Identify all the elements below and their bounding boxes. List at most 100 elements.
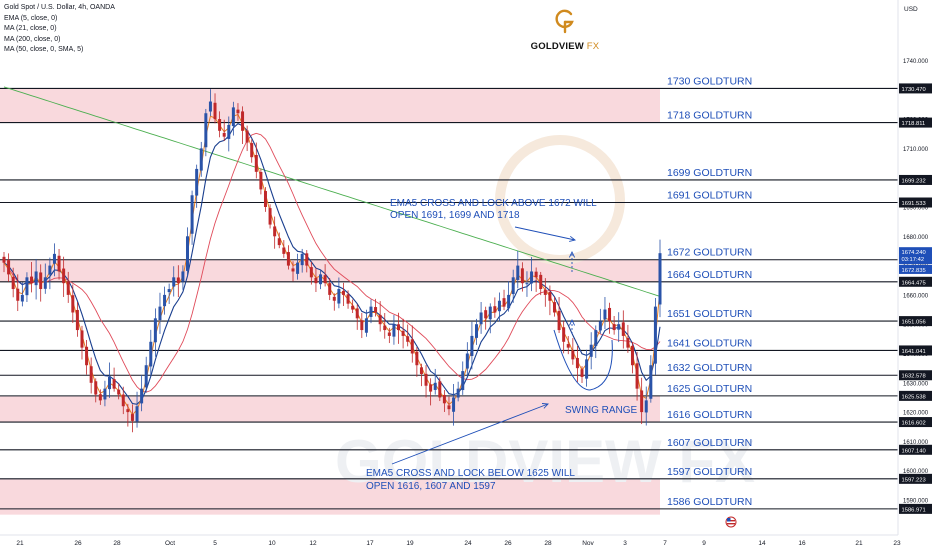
candle-body [539,274,543,290]
level-price-tag [899,473,932,484]
candle-body [497,300,501,312]
candle-body [121,394,125,407]
candle-body [254,155,258,172]
goldturn-level-label: 1597 GOLDTURN [667,466,752,478]
goldturn-level-label: 1718 GOLDTURN [667,110,752,122]
candle-body [296,262,300,274]
level-price-tag [899,276,932,287]
flag-icon[interactable] [725,516,737,528]
y-tick-label: 1610.000 [903,440,929,446]
candle-body [438,381,442,398]
candle-body [429,384,433,392]
candle-body [222,132,226,137]
candle-body [149,341,153,367]
candle-body [130,414,134,421]
x-tick-label: 19 [406,540,414,547]
time-axis[interactable]: 21 26 28 Oct 5 10 12 17 19 24 26 28 Nov … [0,534,901,550]
logo-suffix: FX [583,41,600,52]
candle-body [475,324,479,338]
candle-body [571,350,575,360]
candle-body [598,321,602,331]
legend-ma50[interactable]: MA (50, close, 0, SMA, 5) [4,46,84,53]
annotation-layer: EMA5 CROSS AND LOCK ABOVE 1672 WILL OPEN… [366,198,638,492]
candle-body [34,271,38,286]
candle-body [635,363,639,389]
level-price-tag-text: 1651.056 [902,320,926,326]
ema-price-text: 1672.835 [902,268,926,274]
price-axis[interactable]: USD 1740.0001730.0001720.0001710.0001700… [897,0,932,550]
candle-body [208,101,212,112]
x-tick-label: 21 [855,540,863,547]
y-tick-label: 1590.000 [903,499,929,505]
chart-legend[interactable]: Gold Spot / U.S. Dollar, 4h, OANDA EMA (… [4,3,115,56]
y-tick-label: 1620.000 [903,411,929,417]
candle-body [126,409,130,413]
candles-layer [2,89,662,433]
candle-body [594,330,598,347]
legend-ema5[interactable]: EMA (5, close, 0) [4,14,58,22]
price-axis-bg [898,0,932,550]
candle-body [465,353,469,369]
candle-body [167,289,171,293]
candle-body [387,332,391,336]
level-price-tag [899,316,932,327]
x-tick-label: 3 [623,540,627,547]
candle-body [39,272,43,290]
level-labels-layer: 1730 GOLDTURN 1718 GOLDTURN 1699 GOLDTURN 1… [667,75,752,507]
x-tick-label: 7 [663,540,667,547]
candle-body [608,307,612,322]
candle-body [516,265,520,280]
candle-body [433,382,437,390]
candle-body [534,271,538,278]
candle-body [424,373,428,386]
candle-body [502,298,506,307]
x-tick-label: 21 [16,540,24,547]
goldturn-level-label: 1651 GOLDTURN [667,308,752,320]
swing-up-arrow-head [568,250,576,258]
annotation-swing-range: SWING RANGE [565,405,638,416]
countdown-text: 03:17:42 [902,257,925,263]
supply-demand-zone [0,395,660,423]
candle-body [241,111,245,131]
level-price-tag-text: 1597.223 [902,477,926,483]
x-tick-label: 16 [798,540,806,547]
legend-ma200[interactable]: MA (200, close, 0) [4,35,61,43]
goldturn-level-label: 1699 GOLDTURN [667,167,752,179]
x-tick-label: Oct [165,540,175,547]
candle-body [98,394,102,401]
candle-body [268,208,272,225]
swing-up-arrow-head [568,318,576,326]
candle-body [273,226,277,237]
annotation-down-line1: EMA5 CROSS AND LOCK BELOW 1625 WILL [366,468,575,479]
goldturn-level-label: 1672 GOLDTURN [667,247,752,259]
candle-body [653,306,657,364]
candle-body [144,365,148,388]
candle-body [195,168,199,196]
legend-ma21[interactable]: MA (21, close, 0) [4,25,57,32]
watermark-layer: GOLDVIEW FX [335,135,755,495]
candle-body [566,344,570,348]
time-axis-bg [0,535,898,550]
candle-body [360,320,364,331]
y-tick-label: 1710.000 [903,147,929,153]
last-price-tag [899,247,932,265]
candle-body [199,148,203,171]
candle-body [231,107,235,127]
legend-symbol[interactable]: Gold Spot / U.S. Dollar, 4h, OANDA [4,4,115,11]
candle-body [30,276,34,284]
candle-body [16,288,20,301]
x-tick-label: 24 [464,540,472,547]
candle-body [351,305,355,310]
level-price-tag [899,197,932,208]
candle-body [204,113,208,148]
annotation-up-arrow-head [569,235,577,242]
level-price-tag [899,417,932,428]
x-tick-label: 9 [702,540,706,547]
goldturn-level-label: 1664 GOLDTURN [667,269,752,281]
candle-body [163,294,167,307]
candle-body [185,236,189,271]
candle-body [25,277,29,296]
candle-body [80,330,84,348]
candle-body [461,371,465,391]
